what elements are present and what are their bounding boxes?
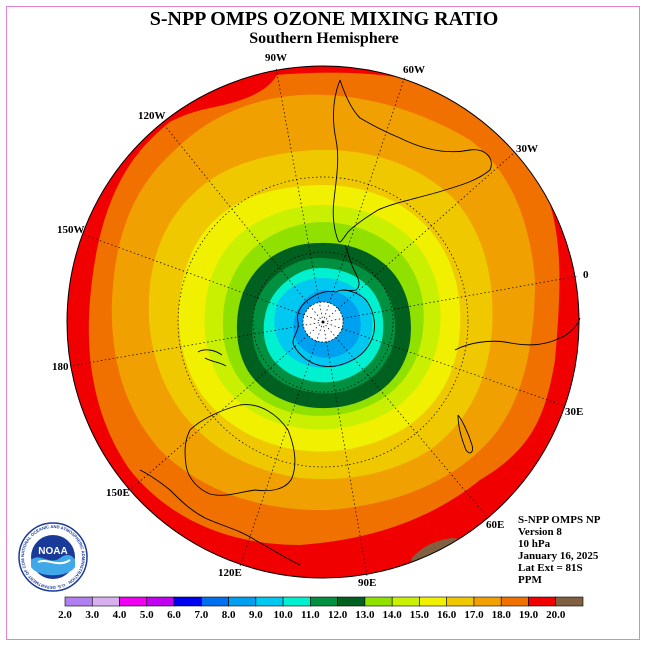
graticule — [69, 67, 579, 577]
lat-circle-81s — [302, 301, 344, 343]
meridian-30e — [322, 321, 566, 407]
lon-label-90w: 90W — [265, 52, 287, 64]
coast-south-america — [332, 79, 492, 243]
logo-wave-icon — [31, 554, 75, 576]
lon-label-30e: 30E — [565, 406, 583, 418]
longitude-labels: 90W 60W 30W 0 30E 60E 90E 120E 150E 180 … — [52, 52, 589, 589]
info-version: Version 8 — [518, 526, 562, 538]
coast-madagascar — [457, 414, 473, 454]
lon-label-60w: 60W — [403, 64, 425, 76]
info-instrument: S-NPP OMPS NP — [518, 514, 601, 526]
lon-label-150w: 150W — [57, 224, 85, 236]
noaa-logo: NATIONAL OCEANIC AND ATMOSPHERIC ADMINIS… — [18, 522, 88, 592]
meridian-150w — [81, 233, 324, 323]
lat-circle-60s — [177, 176, 469, 468]
coast-indonesia — [139, 469, 301, 566]
meridian-150e — [129, 321, 324, 491]
coast-africa — [454, 317, 581, 351]
meridian-120e — [239, 321, 324, 567]
plot-subtitle: Southern Hemisphere — [249, 30, 399, 47]
meridian-60w — [322, 75, 406, 323]
lon-label-30w: 30W — [516, 143, 538, 155]
logo-gull-icon — [37, 559, 71, 565]
plot-frame — [6, 6, 640, 640]
logo-text: NOAA — [38, 546, 67, 557]
lon-label-120e: 120E — [218, 567, 242, 579]
meridian-90e — [322, 321, 368, 577]
lon-label-150e: 150E — [106, 487, 130, 499]
coast-australia — [184, 404, 296, 496]
meridian-90w — [275, 67, 324, 323]
lon-label-90e: 90E — [358, 577, 376, 589]
plot-title: S-NPP OMPS OZONE MIXING RATIO — [149, 8, 499, 30]
coast-new-zealand — [197, 349, 227, 367]
meridian-30w — [322, 151, 516, 323]
map-boundary — [66, 65, 580, 579]
info-lat-extent: Lat Ext = 81S — [518, 562, 583, 574]
lon-label-120w: 120W — [138, 110, 166, 122]
lon-label-0: 0 — [583, 269, 589, 281]
info-units: PPM — [518, 574, 542, 586]
lon-label-180: 180 — [52, 361, 69, 373]
info-date: January 16, 2025 — [518, 550, 599, 562]
info-pressure-level: 10 hPa — [518, 538, 551, 550]
meridian-180 — [69, 321, 324, 367]
lat-circle-70s — [252, 251, 394, 393]
coast-antarctica — [292, 289, 375, 367]
info-block: S-NPP OMPS NP Version 8 10 hPa January 1… — [518, 514, 601, 586]
lon-label-60e: 60E — [486, 519, 504, 531]
meridian-60e — [322, 321, 489, 519]
